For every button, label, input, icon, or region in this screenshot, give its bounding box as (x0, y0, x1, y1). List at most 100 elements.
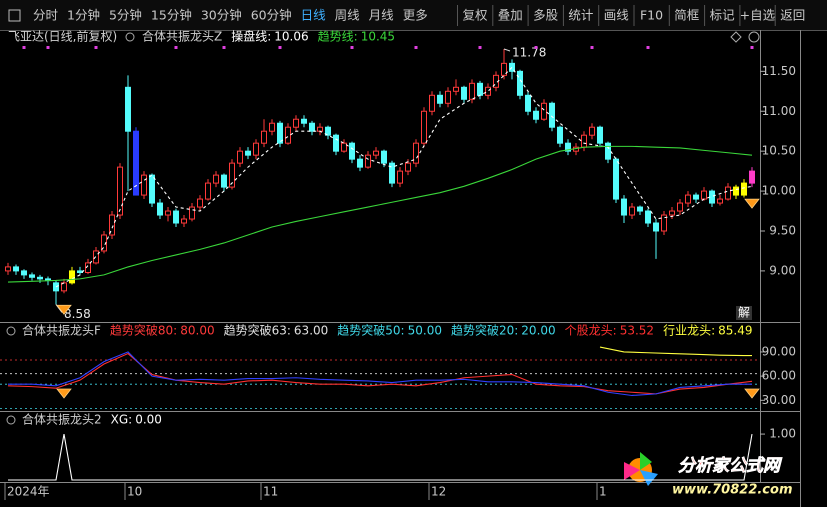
watermark-url: www.70822.com (672, 483, 793, 498)
candle-body (349, 142, 355, 160)
toolbar-tab[interactable]: 1分钟 (67, 8, 100, 23)
logo-wheel (640, 452, 652, 470)
toolbar-button[interactable]: 画线 (604, 8, 630, 23)
candle-body (549, 102, 555, 128)
toolbar-tab[interactable]: 分时 (33, 8, 59, 23)
top-mark (46, 46, 50, 49)
toolbar-tab[interactable]: 60分钟 (251, 8, 292, 23)
annotation: 8.58 (64, 307, 91, 321)
candle-body (245, 150, 251, 156)
candle-body (437, 94, 443, 104)
toolbar-tab[interactable]: 月线 (369, 8, 395, 23)
panel-title: 合体共振龙头F (22, 323, 101, 338)
toolbar-tab[interactable]: 30分钟 (201, 8, 242, 23)
toolbar-button[interactable]: 叠加 (498, 8, 523, 23)
y-tick-label: 60.00 (762, 369, 796, 383)
candle-body (509, 62, 515, 72)
legend-value: 85.49 (718, 324, 752, 338)
top-mark (278, 46, 282, 49)
panel-icon[interactable] (748, 31, 760, 43)
legend-name: 趋势突破50: (337, 323, 404, 338)
candle-body (541, 102, 547, 120)
toolbar-button[interactable]: 返回 (780, 8, 805, 23)
toolbar-tab[interactable]: 更多 (403, 8, 428, 23)
panel-icon[interactable] (730, 31, 742, 43)
top-mark (750, 46, 754, 49)
toolbar-tab[interactable]: 5分钟 (109, 8, 142, 23)
candle-body (253, 142, 259, 156)
panel-icon[interactable] (125, 32, 135, 42)
candle-body (453, 86, 459, 92)
candle-body (117, 166, 123, 216)
legend-value: 80.00 (180, 324, 214, 338)
panel-title: 飞亚达(日线,前复权) (8, 29, 117, 44)
candle-body (309, 122, 315, 132)
candle-body (5, 266, 11, 272)
candle-body (397, 170, 403, 184)
series-line (55, 66, 753, 288)
candle-body (277, 122, 283, 144)
signal-label: 解 (738, 306, 750, 320)
candle-body (141, 174, 147, 196)
toolbar-tab[interactable]: 15分钟 (151, 8, 192, 23)
toolbar-button[interactable]: +自选 (740, 8, 776, 23)
toolbar-bg (0, 0, 827, 30)
toolbar-tab[interactable]: 日线 (301, 8, 327, 23)
candle-body (301, 118, 307, 124)
panel-icons (6, 31, 760, 425)
toolbar-button[interactable]: 简框 (674, 8, 700, 23)
candle-body (597, 126, 603, 144)
candle-body (237, 150, 243, 164)
candle-body (181, 218, 187, 224)
candle-body (613, 158, 619, 200)
candle-body (261, 130, 267, 144)
series-line (599, 346, 753, 357)
series-line (8, 433, 753, 481)
candle-body (637, 206, 643, 212)
candle-body (317, 126, 323, 132)
legend-name: 趋势突破63: (224, 323, 291, 338)
annotation: 11.78 (512, 45, 546, 59)
indicator-name: 合体共振龙头Z (142, 29, 222, 44)
x-tick-label: 1 (599, 485, 607, 499)
watermark-logo (624, 452, 658, 486)
candle-body (133, 130, 139, 196)
toolbar-icon[interactable] (8, 9, 21, 22)
signal-diamond (56, 388, 72, 399)
panel-icon[interactable] (6, 415, 16, 425)
signal-diamond (56, 304, 72, 315)
candle-body (517, 70, 523, 96)
toolbar-tab[interactable]: 周线 (335, 8, 361, 23)
candle-body (717, 198, 723, 204)
candle-body (37, 276, 43, 280)
toolbar-button[interactable]: 多股 (533, 8, 559, 23)
candle-body (101, 234, 107, 252)
top-mark (94, 46, 98, 49)
x-tick-label: 11 (263, 485, 278, 499)
toolbar-button[interactable]: 标记 (710, 8, 736, 23)
candle-body (333, 134, 339, 152)
candle-body (421, 110, 427, 144)
panel-icon[interactable] (6, 326, 16, 336)
annotation-leader (503, 48, 511, 52)
candle-body (445, 90, 451, 104)
y-tick-label: 9.00 (769, 263, 796, 277)
candle-body (125, 86, 131, 132)
legend-value: 20.00 (521, 324, 555, 338)
toolbar-button[interactable]: F10 (640, 8, 663, 23)
candle-body (429, 94, 435, 112)
toolbar-button[interactable]: 统计 (568, 8, 593, 23)
top-mark (222, 46, 226, 49)
candle-body (621, 198, 627, 216)
toolbar-button[interactable]: 复权 (462, 8, 488, 23)
candle-body (741, 182, 747, 196)
signal-diamond (744, 388, 760, 399)
signal-label-bg (736, 306, 752, 320)
panel-headers: 飞亚达(日线,前复权) 合体共振龙头Z 操盘线: 10.06 趋势线: 10.45 合体共振… (8, 29, 752, 427)
candle-body (77, 270, 83, 273)
candle-body (53, 282, 59, 292)
candle-body (293, 118, 299, 128)
candle-body (205, 182, 211, 200)
candle-body (485, 86, 491, 96)
